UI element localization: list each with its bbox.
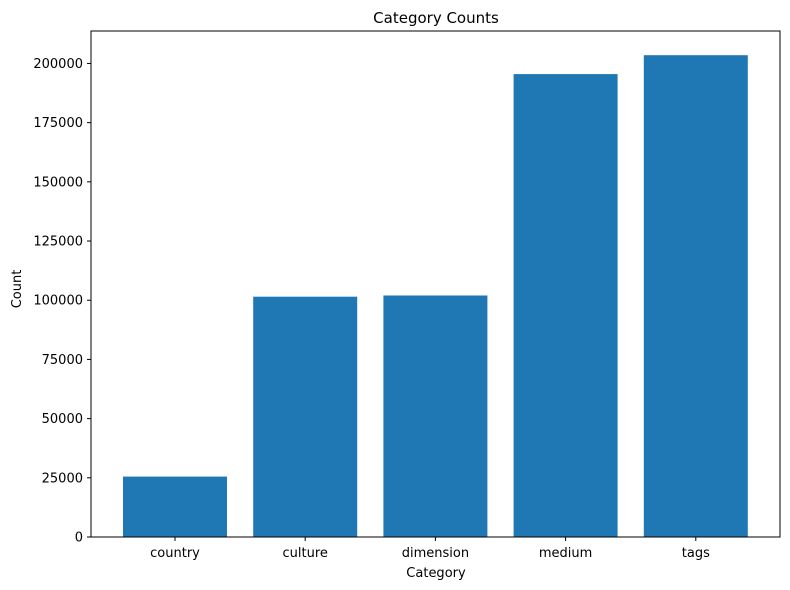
y-tick-label: 50000: [42, 412, 83, 427]
y-tick-label: 0: [75, 531, 83, 546]
y-tick-label: 100000: [33, 294, 83, 309]
chart-title: Category Counts: [373, 9, 499, 27]
x-tick-label: dimension: [402, 546, 469, 561]
y-tick-label: 175000: [33, 116, 83, 131]
bar-culture: [253, 296, 358, 537]
x-axis-ticks: country culture dimension medium tags: [150, 537, 710, 561]
bar-tags: [643, 55, 748, 537]
y-tick-label: 125000: [33, 235, 83, 250]
y-tick-label: 25000: [42, 471, 83, 486]
plot-frame: [90, 30, 781, 538]
y-axis-label: Count: [10, 270, 25, 309]
bar-medium: [513, 74, 618, 537]
bar-country: [123, 476, 227, 537]
x-axis-label: Category: [406, 566, 466, 581]
bars-group: [123, 55, 748, 537]
x-tick-label: tags: [682, 546, 710, 561]
bar-dimension: [383, 295, 488, 537]
x-tick-label: culture: [282, 546, 327, 561]
y-axis-ticks: 0 25000 50000 75000 100000 125000 150000 175000…: [33, 57, 91, 546]
y-tick-label: 200000: [33, 57, 83, 72]
x-tick-label: country: [150, 546, 200, 561]
x-tick-label: medium: [539, 546, 592, 561]
y-tick-label: 150000: [33, 175, 83, 190]
y-tick-label: 75000: [42, 353, 83, 368]
